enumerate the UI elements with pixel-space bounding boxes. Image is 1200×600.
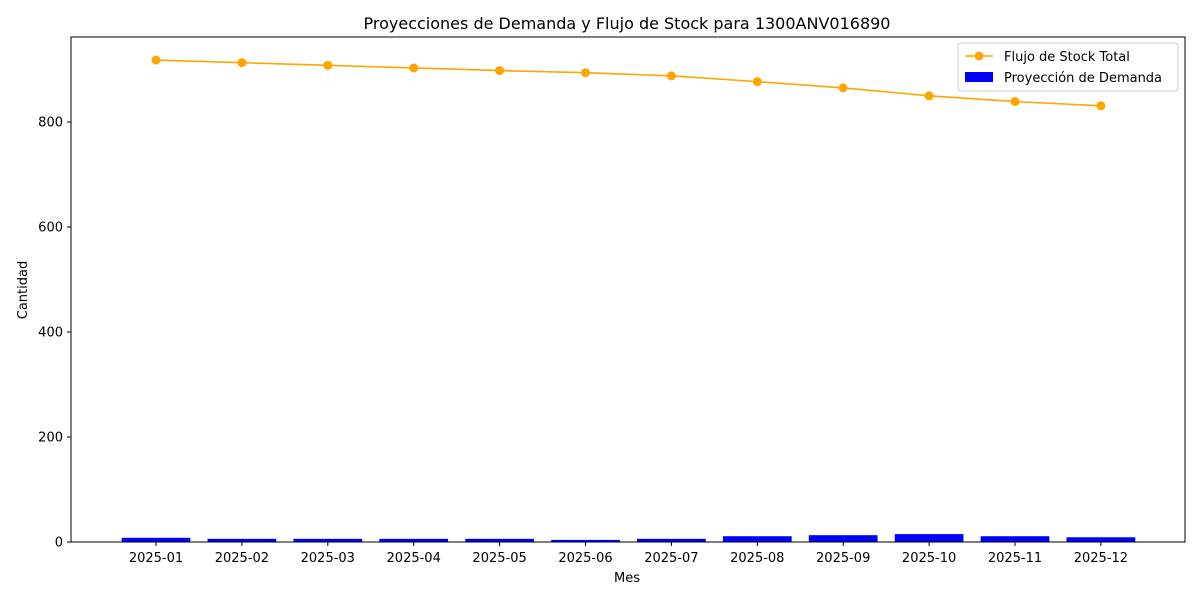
demand-bar: [894, 534, 964, 542]
stock-flow-point: [1010, 97, 1020, 107]
legend-bar-swatch: [965, 72, 993, 82]
y-tick-label: 600: [38, 221, 63, 236]
stock-flow-point: [237, 58, 247, 68]
demand-bar: [207, 538, 277, 542]
x-tick-label: 2025-09: [816, 551, 870, 566]
stock-flow-point: [666, 71, 676, 81]
demand-bar: [551, 539, 620, 542]
y-axis-label: Cantidad: [16, 261, 31, 319]
legend-label-stock-flow: Flujo de Stock Total: [1004, 50, 1130, 65]
y-tick-label: 400: [38, 326, 63, 341]
x-tick-label: 2025-06: [558, 551, 612, 566]
legend-label-demand: Proyección de Demanda: [1004, 71, 1162, 86]
demand-bar: [722, 536, 792, 542]
demand-bar: [980, 536, 1050, 542]
stock-flow-point: [323, 60, 333, 70]
y-tick-label: 200: [38, 431, 63, 446]
chart-title: Proyecciones de Demanda y Flujo de Stock…: [364, 14, 891, 33]
x-tick-label: 2025-10: [902, 551, 956, 566]
legend-line-marker: [974, 51, 984, 61]
legend-box: [957, 42, 1179, 92]
demand-bar: [121, 537, 191, 542]
stock-flow-point: [151, 55, 161, 65]
legend: Flujo de Stock Total Proyección de Demand…: [957, 42, 1179, 92]
plot-frame: [70, 36, 1186, 543]
stock-flow-point: [838, 83, 848, 93]
stock-flow-line: [155, 59, 1101, 107]
y-tick-label: 0: [55, 536, 63, 551]
x-tick-label: 2025-08: [730, 551, 784, 566]
demand-bar: [1066, 537, 1136, 542]
plot-area: 0 200 400 600 800 2025-01 2025-02 2025-03 2025-0…: [38, 36, 1186, 566]
x-tick-label: 2025-12: [1074, 551, 1128, 566]
y-tick-label: 800: [38, 116, 63, 131]
x-tick-label: 2025-07: [644, 551, 698, 566]
demand-bar: [293, 538, 363, 542]
demand-bar: [379, 538, 449, 542]
stock-flow-point: [581, 68, 590, 78]
stock-flow-point: [924, 91, 934, 101]
demand-bar: [465, 538, 534, 542]
stock-flow-point: [409, 63, 419, 73]
demand-bar: [637, 538, 706, 542]
x-axis-label: Mes: [614, 571, 640, 586]
x-tick-label: 2025-05: [472, 551, 526, 566]
x-tick-label: 2025-11: [988, 551, 1042, 566]
x-tick-label: 2025-02: [215, 551, 269, 566]
stock-flow-point: [752, 77, 762, 87]
x-tick-label: 2025-03: [301, 551, 355, 566]
x-tick-label: 2025-01: [129, 551, 183, 566]
x-tick-label: 2025-04: [387, 551, 441, 566]
stock-flow-point: [495, 66, 505, 76]
stock-flow-point: [1096, 101, 1106, 111]
demand-bar: [808, 535, 878, 542]
